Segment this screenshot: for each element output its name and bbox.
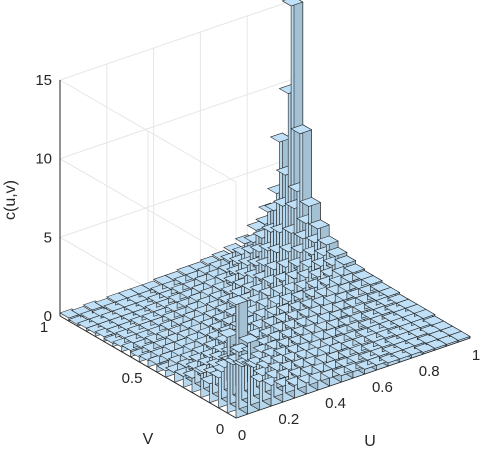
bar-face-top (290, 124, 313, 135)
z-tick-label: 0 (44, 308, 52, 325)
bar-face-top (299, 197, 322, 207)
bar-face-top (217, 327, 240, 338)
bar (413, 308, 436, 323)
bar-face-top (360, 275, 383, 286)
x-tick-label: 0 (238, 427, 246, 444)
x-axis-label: U (364, 433, 376, 450)
z-tick-label: 5 (44, 229, 52, 246)
bar-face-top (325, 246, 348, 257)
x-tick-label: 1 (472, 347, 480, 364)
bar-face-top (238, 333, 261, 344)
x-tick-label: 0.6 (372, 379, 393, 396)
y-tick-label: 1 (40, 319, 48, 336)
z-tick-label: 10 (35, 151, 52, 168)
bar-face-top (334, 255, 357, 266)
y-tick-label: 0.5 (122, 370, 143, 387)
y-axis-label: V (143, 431, 154, 448)
bar-face-top (316, 235, 339, 246)
x-tick-label: 0.8 (419, 363, 440, 380)
bar-face-top (226, 295, 249, 306)
bar-face-top (448, 330, 471, 341)
bar-face-top (269, 132, 292, 143)
x-tick-label: 0.4 (325, 395, 346, 412)
bar-face-top (307, 219, 330, 230)
y-tick-label: 0 (216, 421, 224, 438)
bar-face-top (343, 263, 366, 274)
bar-face-top (413, 309, 436, 319)
bar-face-top (281, 0, 304, 7)
z-tick-label: 15 (35, 72, 52, 89)
x-tick-label: 0.2 (278, 411, 299, 428)
bar-face-top (378, 287, 401, 297)
bar-layer (59, 0, 471, 419)
bar (448, 330, 471, 343)
z-axis-label: c(u,v) (2, 180, 19, 220)
